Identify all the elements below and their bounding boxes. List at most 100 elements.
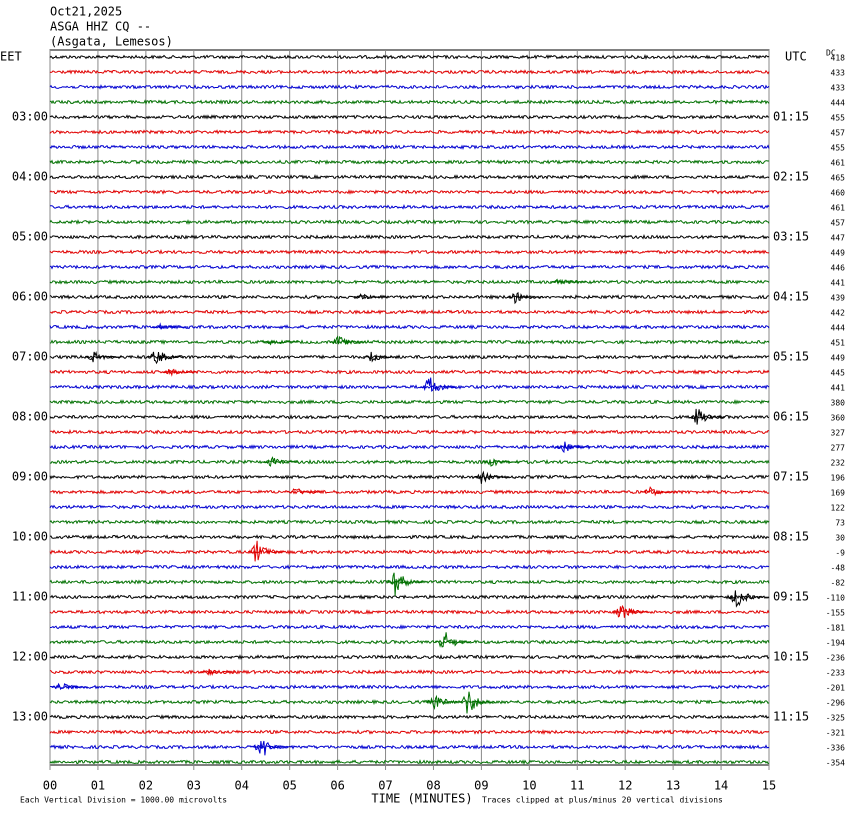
- title-line: Oct21,2025: [50, 5, 122, 19]
- seismic-event: [286, 488, 323, 495]
- dc-offset: 196: [831, 474, 846, 483]
- dc-offset: -181: [826, 624, 845, 633]
- trace: [49, 219, 770, 225]
- dc-offset: -325: [826, 714, 845, 723]
- right-time-label: 04:15: [773, 290, 809, 304]
- seismic-event: [363, 351, 400, 363]
- seismic-event: [459, 691, 496, 714]
- trace: [49, 654, 770, 660]
- dc-offset: 455: [831, 144, 846, 153]
- dc-offset: 327: [831, 429, 846, 438]
- seismic-event: [386, 572, 424, 596]
- trace: [49, 159, 770, 165]
- trace: [49, 234, 770, 240]
- seismic-event: [252, 740, 290, 756]
- trace: [50, 683, 770, 690]
- seismic-event: [262, 340, 299, 346]
- trace: [49, 399, 770, 405]
- dc-offset: -296: [826, 699, 845, 708]
- dc-offset: -9: [835, 549, 845, 558]
- x-tick-label: 00: [43, 779, 57, 793]
- x-tick-label: 09: [474, 779, 488, 793]
- trace: [49, 714, 770, 720]
- trace: [49, 639, 770, 645]
- right-time-label: 06:15: [773, 410, 809, 424]
- trace: [49, 189, 770, 195]
- trace: [49, 99, 770, 105]
- trace: [50, 309, 770, 315]
- trace: [49, 564, 770, 570]
- trace: [49, 744, 770, 750]
- x-axis-label: TIME (MINUTES): [371, 792, 472, 806]
- trace: [50, 624, 770, 630]
- dc-offset: 444: [831, 99, 846, 108]
- trace: [49, 174, 770, 180]
- trace: [49, 474, 770, 481]
- seismic-event: [506, 291, 543, 305]
- left-time-label: 07:00: [12, 350, 48, 364]
- x-tick-label: 08: [426, 779, 440, 793]
- dc-offset: 457: [831, 129, 846, 138]
- dc-offset: 439: [831, 294, 846, 303]
- trace: [49, 53, 770, 60]
- dc-offset: 73: [835, 519, 845, 528]
- dc-offset: 447: [831, 234, 846, 243]
- trace: [49, 594, 770, 600]
- x-tick-label: 14: [714, 779, 728, 793]
- dc-offset: -201: [826, 684, 845, 693]
- seismic-event: [147, 351, 184, 365]
- left-time-label: 04:00: [12, 170, 48, 184]
- trace: [49, 414, 770, 420]
- trace: [49, 489, 770, 495]
- seismic-event: [161, 368, 198, 377]
- right-time-label: 09:15: [773, 590, 809, 604]
- dc-offset: 232: [831, 459, 846, 468]
- dc-offset: 461: [831, 204, 846, 213]
- trace: [49, 429, 770, 435]
- right-zone: UTC: [785, 50, 807, 64]
- trace: [49, 294, 770, 300]
- dc-offset: 451: [831, 339, 846, 348]
- left-time-label: 13:00: [12, 710, 48, 724]
- x-tick-label: 11: [570, 779, 584, 793]
- seismic-event: [84, 350, 122, 363]
- trace: [49, 444, 770, 450]
- trace: [49, 129, 770, 135]
- trace: [49, 669, 770, 675]
- dc-offset: 277: [831, 444, 846, 453]
- right-time-label: 11:15: [773, 710, 809, 724]
- dc-offset: 122: [831, 504, 846, 513]
- dc-offset: -321: [826, 729, 845, 738]
- dc-offset: 446: [831, 264, 846, 273]
- right-time-label: 01:15: [773, 110, 809, 124]
- x-tick-label: 05: [282, 779, 296, 793]
- trace: [49, 84, 770, 90]
- dc-offset: -48: [831, 564, 846, 573]
- seismic-event: [727, 590, 764, 608]
- dc-offset: 449: [831, 354, 846, 363]
- title-line: (Asgata, Lemesos): [50, 35, 173, 49]
- dc-offset: 460: [831, 189, 846, 198]
- x-tick-label: 06: [330, 779, 344, 793]
- left-time-label: 10:00: [12, 530, 48, 544]
- trace: [49, 144, 770, 150]
- seismic-event: [549, 278, 587, 285]
- trace: [49, 609, 770, 615]
- right-time-label: 02:15: [773, 170, 809, 184]
- dc-offset: 433: [831, 69, 846, 78]
- seismic-event: [353, 293, 390, 300]
- trace: [49, 504, 770, 510]
- trace: [49, 204, 770, 210]
- right-time-label: 05:15: [773, 350, 809, 364]
- right-time-label: 03:15: [773, 230, 809, 244]
- x-tick-label: 15: [762, 779, 776, 793]
- dc-offset: -236: [826, 654, 845, 663]
- x-tick-label: 02: [139, 779, 153, 793]
- dc-offset: -110: [826, 594, 845, 603]
- title-line: ASGA HHZ CQ --: [50, 20, 151, 34]
- dc-offset: -82: [831, 579, 846, 588]
- seismic-event: [247, 540, 285, 562]
- x-tick-label: 07: [378, 779, 392, 793]
- trace: [49, 114, 770, 120]
